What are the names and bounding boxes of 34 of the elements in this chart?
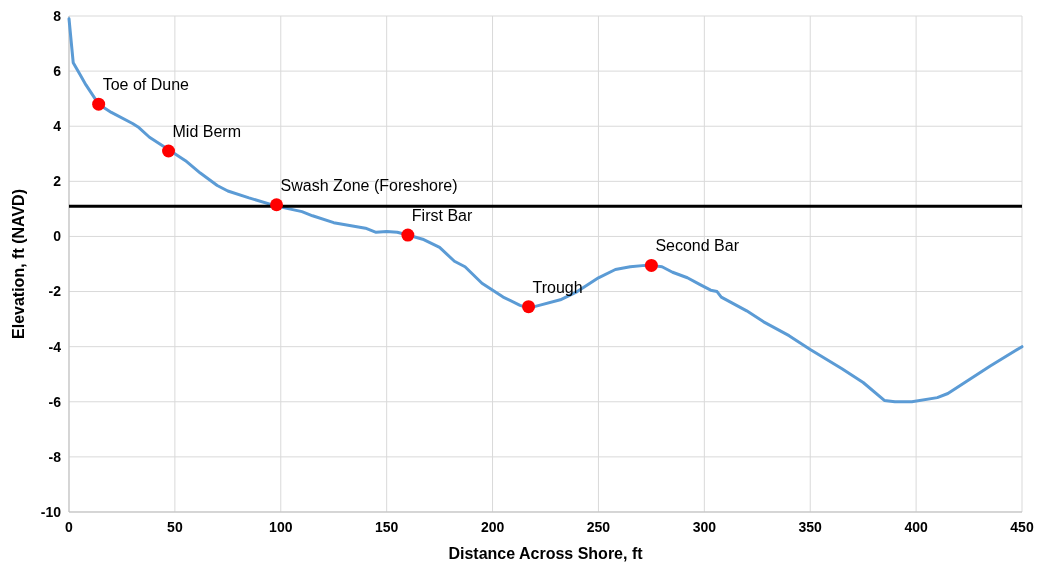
- x-tick-label: 0: [65, 519, 74, 535]
- x-tick-label: 400: [904, 519, 928, 535]
- x-tick-label: 150: [374, 519, 399, 535]
- point: [92, 97, 106, 111]
- annotation: First Bar: [411, 207, 473, 225]
- y-tick-label: -10: [40, 503, 62, 520]
- annotation: Swash Zone (Foreshore): [280, 176, 458, 194]
- y-tick-label: -8: [48, 448, 62, 465]
- point: [644, 258, 658, 272]
- x-tick-label: 50: [167, 519, 183, 535]
- x-tick-label: 300: [692, 519, 717, 535]
- annotation: Mid Berm: [172, 123, 241, 141]
- annotation: Trough: [532, 278, 583, 296]
- point: [162, 144, 176, 158]
- annotation: Second Bar: [655, 237, 740, 255]
- x-tick-label: 200: [480, 519, 505, 535]
- x-tick-label: 100: [269, 519, 293, 535]
- x-tick-label: 250: [586, 519, 611, 535]
- y-tick-label: -2: [48, 283, 62, 300]
- y-tick-label: 4: [53, 118, 62, 135]
- x-tick-label: 450: [1010, 519, 1034, 535]
- x-axis-title: Distance Across Shore, ft: [448, 545, 644, 562]
- point: [522, 300, 536, 314]
- y-tick-label: 0: [53, 228, 62, 245]
- point: [401, 228, 415, 242]
- y-tick-label: 2: [53, 173, 62, 190]
- point: [270, 198, 284, 212]
- y-tick-label: -4: [48, 338, 62, 355]
- y-tick-label: -6: [48, 393, 62, 410]
- annotation: Toe of Dune: [102, 76, 190, 94]
- y-tick-label: 8: [53, 7, 62, 24]
- x-tick-label: 350: [798, 519, 823, 535]
- y-tick-label: 6: [53, 63, 62, 80]
- y-axis-title: Elevation, ft (NAVD): [10, 189, 27, 339]
